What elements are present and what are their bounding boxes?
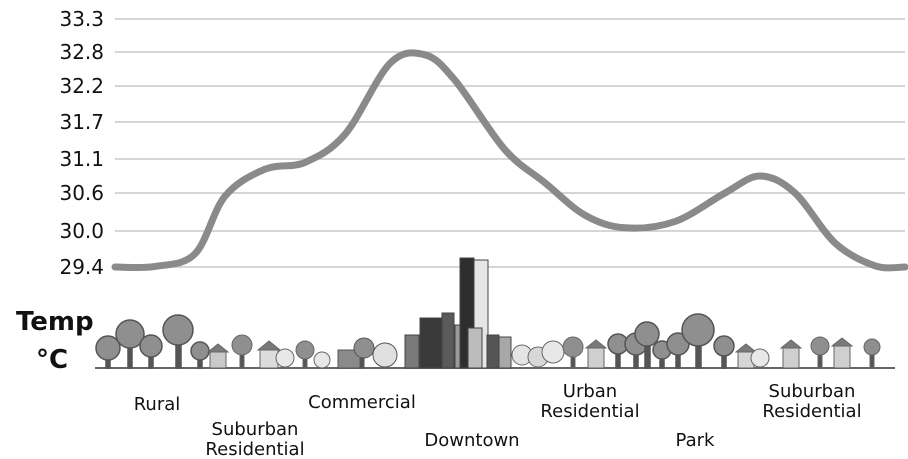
downtown-skyscrapers-icon xyxy=(404,257,512,369)
zone-label: Park xyxy=(676,430,715,451)
y-tick-label: 32.8 xyxy=(59,40,104,64)
temperature-line xyxy=(111,49,908,272)
commercial-buildings-icon xyxy=(337,337,398,369)
landscape-illustration xyxy=(95,257,895,369)
zone-label: Urban Residential xyxy=(540,381,639,422)
y-tick-label: 31.1 xyxy=(59,147,104,171)
zone-label: Downtown xyxy=(424,430,519,451)
zone-label: Suburban Residential xyxy=(762,381,861,422)
suburban-houses-right-icon xyxy=(734,336,881,369)
y-tick-label: 33.3 xyxy=(59,7,104,31)
y-axis-label-line1: Temp xyxy=(16,307,94,337)
y-tick-label: 29.4 xyxy=(59,255,104,279)
y-tick-label: 31.7 xyxy=(59,110,104,134)
y-axis-label-line2: °C xyxy=(36,345,68,375)
suburban-houses-icon xyxy=(206,334,331,369)
y-tick-label: 30.0 xyxy=(59,219,104,243)
y-axis-label: Temp °C xyxy=(16,307,94,375)
y-tick-label: 32.2 xyxy=(59,74,104,98)
rural-trees-icon xyxy=(95,314,210,369)
park-trees-icon xyxy=(607,313,735,369)
zone-label: Suburban Residential xyxy=(205,419,304,459)
zone-label: Rural xyxy=(134,394,181,415)
y-tick-label: 30.6 xyxy=(59,181,104,205)
urban-residential-icon xyxy=(511,336,608,369)
y-tick-labels: 29.4 30.0 30.6 31.1 31.7 32.2 32.8 33.3 xyxy=(59,7,104,279)
zone-label: Commercial xyxy=(308,392,416,413)
grid-lines xyxy=(115,18,905,268)
